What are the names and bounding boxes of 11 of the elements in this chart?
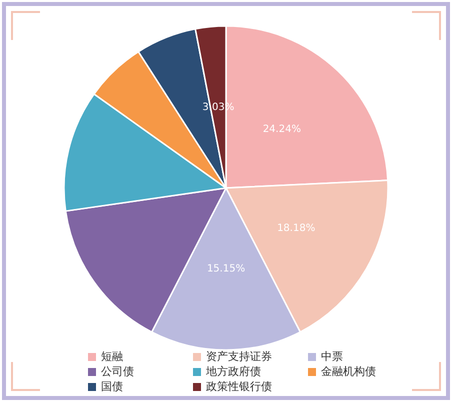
legend-label: 政策性银行债	[206, 380, 272, 394]
data-label: 15.15%	[206, 264, 246, 275]
data-label: 18.18%	[277, 223, 316, 234]
legend-label: 地方政府债	[205, 365, 261, 378]
legend-label: 国债	[101, 380, 123, 394]
legend-label: 资产支持证券	[206, 350, 272, 364]
legend-label: 公司债	[101, 365, 134, 378]
data-label: 24.24%	[262, 124, 301, 136]
legend-label: 短融	[101, 350, 123, 364]
legend-label: 中票	[321, 350, 343, 364]
legend-label: 金融机构债	[321, 365, 376, 378]
